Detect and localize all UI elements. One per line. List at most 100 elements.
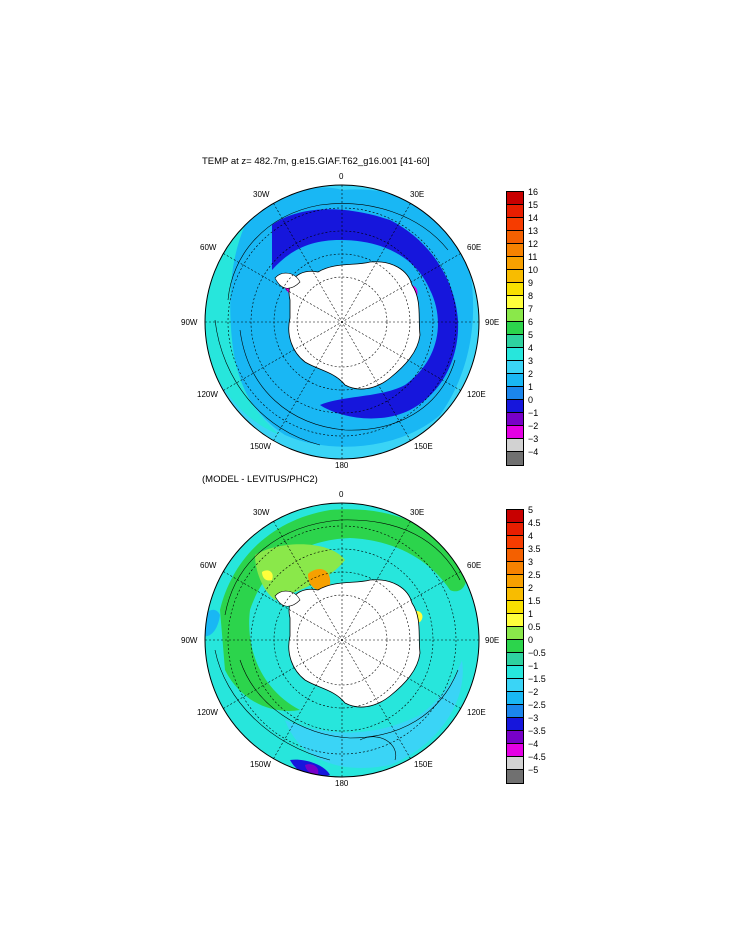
colorbar-swatch bbox=[507, 426, 523, 439]
colorbar-swatch bbox=[507, 296, 523, 309]
colorbar-swatch bbox=[507, 653, 523, 666]
colorbar-tick-label: 4 bbox=[528, 531, 534, 541]
colorbar-swatch bbox=[507, 192, 523, 205]
panel2-lon-label: 90W bbox=[181, 636, 198, 645]
panel2-contour-a bbox=[224, 519, 461, 616]
colorbar-tick-label: 6 bbox=[528, 317, 534, 327]
panel1-border bbox=[204, 184, 480, 460]
panel1-lon-label: 150W bbox=[250, 442, 271, 451]
colorbar-tick-label: 1.5 bbox=[528, 596, 541, 606]
colorbar-tick-label: −4 bbox=[528, 447, 539, 457]
colorbar-swatch bbox=[507, 614, 523, 627]
panel1-colorbar bbox=[506, 191, 524, 466]
panel1-lon-label: 90E bbox=[485, 318, 500, 327]
colorbar-tick-label: −3 bbox=[528, 713, 539, 723]
colorbar-swatch bbox=[507, 510, 523, 523]
panel2-lon-label: 90E bbox=[485, 636, 500, 645]
colorbar-tick-label: 0 bbox=[528, 395, 534, 405]
colorbar-tick-label: 0 bbox=[528, 635, 534, 645]
panel1-contour-c bbox=[214, 319, 321, 446]
colorbar-tick-label: 2 bbox=[528, 369, 534, 379]
colorbar-tick-label: 1 bbox=[528, 609, 534, 619]
panel1-peninsula bbox=[274, 272, 301, 289]
colorbar-swatch bbox=[507, 718, 523, 731]
colorbar-swatch bbox=[507, 627, 523, 640]
colorbar-swatch bbox=[507, 523, 523, 536]
colorbar-tick-label: 9 bbox=[528, 278, 534, 288]
panel1-title: TEMP at z= 482.7m, g.e15.GIAF.T62_g16.00… bbox=[202, 156, 430, 167]
colorbar-swatch bbox=[507, 562, 523, 575]
panel2-colorbar bbox=[506, 509, 524, 784]
colorbar-swatch bbox=[507, 244, 523, 257]
colorbar-swatch bbox=[507, 679, 523, 692]
colorbar-tick-label: −1 bbox=[528, 661, 539, 671]
colorbar-tick-label: 12 bbox=[528, 239, 539, 249]
panel2-contour-d bbox=[359, 736, 397, 761]
colorbar-swatch bbox=[507, 218, 523, 231]
panel1-graticule bbox=[205, 185, 479, 459]
colorbar-tick-label: −3.5 bbox=[528, 726, 546, 736]
panel1-lon-label: 30E bbox=[410, 190, 425, 199]
colorbar-tick-label: 10 bbox=[528, 265, 539, 275]
colorbar-tick-label: 3 bbox=[528, 557, 534, 567]
colorbar-tick-label: 15 bbox=[528, 200, 539, 210]
colorbar-swatch bbox=[507, 387, 523, 400]
colorbar-tick-label: 8 bbox=[528, 291, 534, 301]
colorbar-swatch bbox=[507, 205, 523, 218]
colorbar-swatch bbox=[507, 601, 523, 614]
panel2-lon-label: 60W bbox=[200, 561, 217, 570]
panel2-band-neg1 bbox=[285, 660, 463, 768]
colorbar-swatch bbox=[507, 309, 523, 322]
colorbar-swatch bbox=[507, 666, 523, 679]
panel1-lon-label: 0 bbox=[339, 172, 344, 181]
panel2-border bbox=[204, 502, 480, 778]
colorbar-swatch bbox=[507, 270, 523, 283]
colorbar-swatch bbox=[507, 536, 523, 549]
colorbar-swatch bbox=[507, 439, 523, 452]
panel1-band-3to4 bbox=[205, 225, 280, 435]
colorbar-swatch bbox=[507, 549, 523, 562]
colorbar-swatch bbox=[507, 757, 523, 770]
colorbar-swatch bbox=[507, 588, 523, 601]
colorbar-tick-label: 5 bbox=[528, 330, 534, 340]
colorbar-tick-label: 5 bbox=[528, 505, 534, 515]
colorbar-swatch bbox=[507, 361, 523, 374]
colorbar-tick-label: 7 bbox=[528, 304, 534, 314]
colorbar-swatch bbox=[507, 692, 523, 705]
panel2-graticule bbox=[205, 503, 479, 777]
colorbar-tick-label: 1 bbox=[528, 382, 534, 392]
panel1-map bbox=[204, 184, 480, 460]
colorbar-tick-label: 2 bbox=[528, 583, 534, 593]
colorbar-swatch bbox=[507, 400, 523, 413]
colorbar-swatch bbox=[507, 322, 523, 335]
colorbar-tick-label: 11 bbox=[528, 252, 538, 262]
colorbar-tick-label: 0.5 bbox=[528, 622, 541, 632]
panel2-lon-label: 0 bbox=[339, 490, 344, 499]
panel2-contour-c bbox=[214, 649, 331, 761]
panel2-patch-orange bbox=[308, 569, 331, 591]
colorbar-swatch bbox=[507, 257, 523, 270]
colorbar-swatch bbox=[507, 770, 523, 783]
panel2-band-0p5to1 bbox=[255, 544, 345, 600]
colorbar-swatch bbox=[507, 231, 523, 244]
panel1-lon-label: 60W bbox=[200, 243, 217, 252]
colorbar-swatch bbox=[507, 744, 523, 757]
colorbar-swatch bbox=[507, 413, 523, 426]
panel2-lon-label: 30E bbox=[410, 508, 425, 517]
colorbar-tick-label: 13 bbox=[528, 226, 539, 236]
colorbar-tick-label: −4.5 bbox=[528, 752, 546, 762]
colorbar-swatch bbox=[507, 348, 523, 361]
panel2-lon-label: 180 bbox=[335, 779, 349, 788]
colorbar-swatch bbox=[507, 283, 523, 296]
colorbar-tick-label: 16 bbox=[528, 187, 539, 197]
colorbar-swatch bbox=[507, 374, 523, 387]
panel1-lon-label: 120E bbox=[467, 390, 486, 399]
colorbar-swatch bbox=[507, 335, 523, 348]
panel2-lon-label: 150W bbox=[250, 760, 271, 769]
panel1-lon-label: 60E bbox=[467, 243, 482, 252]
colorbar-swatch bbox=[507, 640, 523, 653]
panel2-lon-label: 120W bbox=[197, 708, 218, 717]
colorbar-tick-label: −2 bbox=[528, 687, 539, 697]
panel1-lon-label: 90W bbox=[181, 318, 198, 327]
